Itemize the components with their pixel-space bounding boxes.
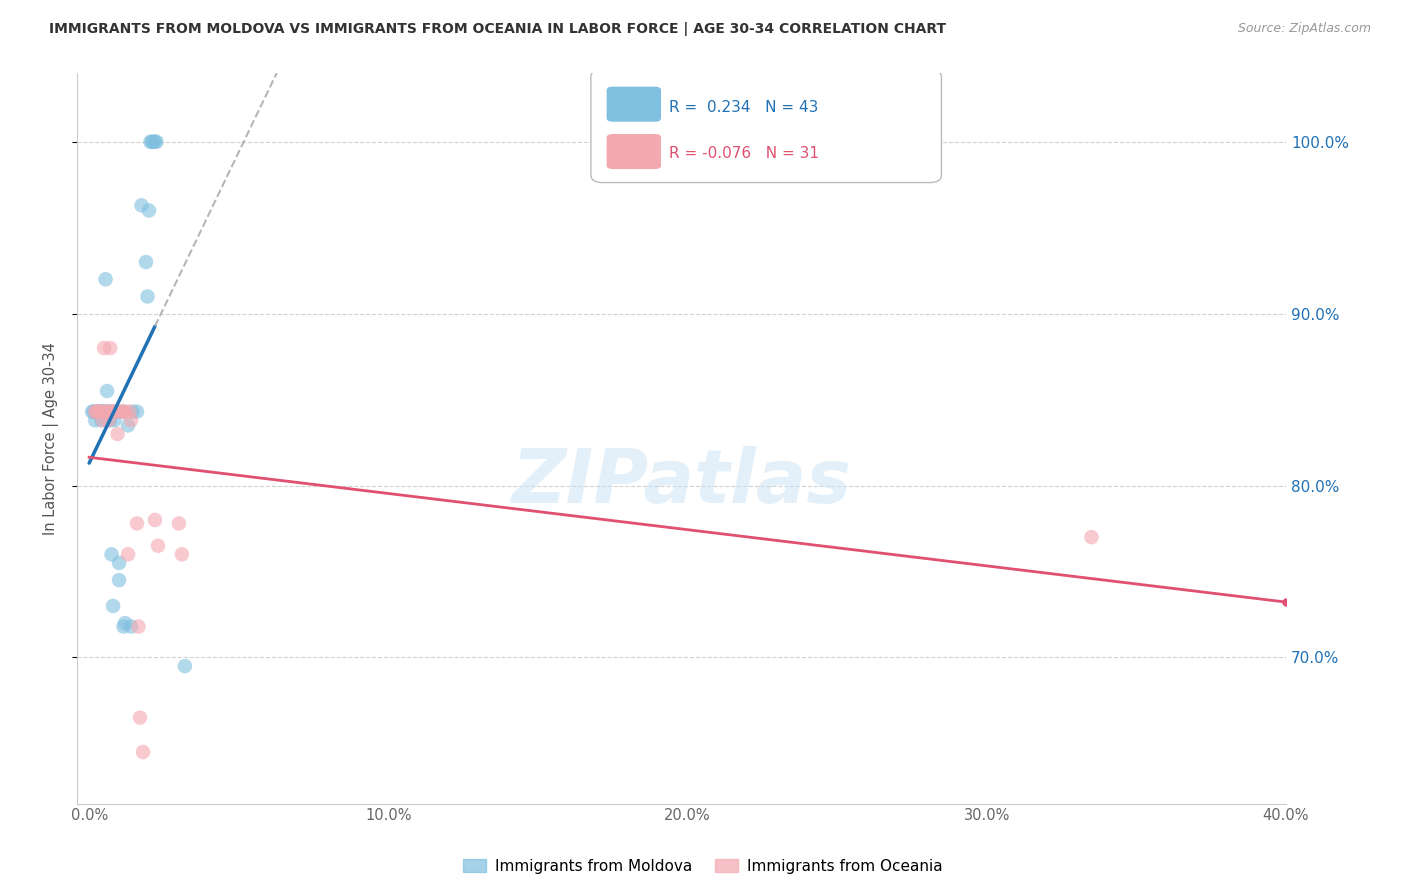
Point <box>100 404 122 418</box>
Point <box>87 404 110 418</box>
FancyBboxPatch shape <box>606 134 661 169</box>
Point <box>108 573 131 587</box>
Point <box>98 413 121 427</box>
Point <box>145 135 167 149</box>
Point <box>138 203 160 218</box>
Point <box>98 341 121 355</box>
Point <box>86 404 108 418</box>
Point <box>120 413 142 427</box>
Point <box>101 599 124 613</box>
Point <box>97 413 120 427</box>
Point <box>89 404 111 418</box>
Point <box>132 745 155 759</box>
Point <box>112 404 135 418</box>
Point <box>1080 530 1102 544</box>
Point <box>121 404 143 418</box>
Text: ZIPatlas: ZIPatlas <box>512 446 852 518</box>
Point <box>103 413 125 427</box>
Point <box>87 404 110 418</box>
Text: IMMIGRANTS FROM MOLDOVA VS IMMIGRANTS FROM OCEANIA IN LABOR FORCE | AGE 30-34 CO: IMMIGRANTS FROM MOLDOVA VS IMMIGRANTS FR… <box>49 22 946 37</box>
Point <box>100 547 122 561</box>
Point <box>111 404 134 418</box>
Point <box>118 404 141 418</box>
Point <box>89 404 111 418</box>
Point <box>93 404 115 418</box>
Point <box>101 404 124 418</box>
Point <box>120 619 142 633</box>
Point <box>114 404 136 418</box>
Point <box>173 659 195 673</box>
Point <box>90 413 112 427</box>
Point <box>117 547 139 561</box>
Point <box>84 404 107 418</box>
Point <box>82 404 104 418</box>
Point <box>146 539 169 553</box>
Point <box>83 404 105 418</box>
Point <box>117 418 139 433</box>
FancyBboxPatch shape <box>591 70 942 183</box>
Point <box>86 404 108 418</box>
Point <box>125 516 148 531</box>
Point <box>125 404 148 418</box>
Point <box>87 404 110 418</box>
Point <box>94 404 117 418</box>
Point <box>131 198 153 212</box>
Text: R =  0.234   N = 43: R = 0.234 N = 43 <box>669 100 818 115</box>
Point <box>143 135 166 149</box>
Point <box>107 427 129 442</box>
Point <box>86 404 108 418</box>
Point <box>93 341 115 355</box>
Point <box>105 404 128 418</box>
Point <box>105 404 128 418</box>
Point <box>91 404 114 418</box>
Text: R = -0.076   N = 31: R = -0.076 N = 31 <box>669 146 820 161</box>
Point <box>136 289 159 303</box>
Point <box>111 404 134 418</box>
Point <box>114 616 136 631</box>
Legend: Immigrants from Moldova, Immigrants from Oceania: Immigrants from Moldova, Immigrants from… <box>457 853 949 880</box>
Point <box>89 404 111 418</box>
Y-axis label: In Labor Force | Age 30-34: In Labor Force | Age 30-34 <box>44 342 59 534</box>
Point <box>167 516 190 531</box>
Point <box>103 404 125 418</box>
Text: Source: ZipAtlas.com: Source: ZipAtlas.com <box>1237 22 1371 36</box>
Point <box>97 404 120 418</box>
Point <box>129 711 152 725</box>
Point <box>96 404 118 418</box>
Point <box>94 272 117 286</box>
Point <box>96 404 118 418</box>
Point <box>96 384 118 398</box>
Point <box>128 619 150 633</box>
Point <box>90 404 112 418</box>
FancyBboxPatch shape <box>606 87 661 121</box>
Point <box>112 619 135 633</box>
Point <box>84 413 107 427</box>
Point <box>90 404 112 418</box>
Point <box>108 556 131 570</box>
Point <box>98 404 121 418</box>
Point <box>91 413 114 427</box>
Point <box>142 135 165 149</box>
Point <box>143 513 166 527</box>
Point <box>135 255 157 269</box>
Point <box>170 547 193 561</box>
Point <box>139 135 162 149</box>
Point <box>141 135 163 149</box>
Point <box>107 404 129 418</box>
